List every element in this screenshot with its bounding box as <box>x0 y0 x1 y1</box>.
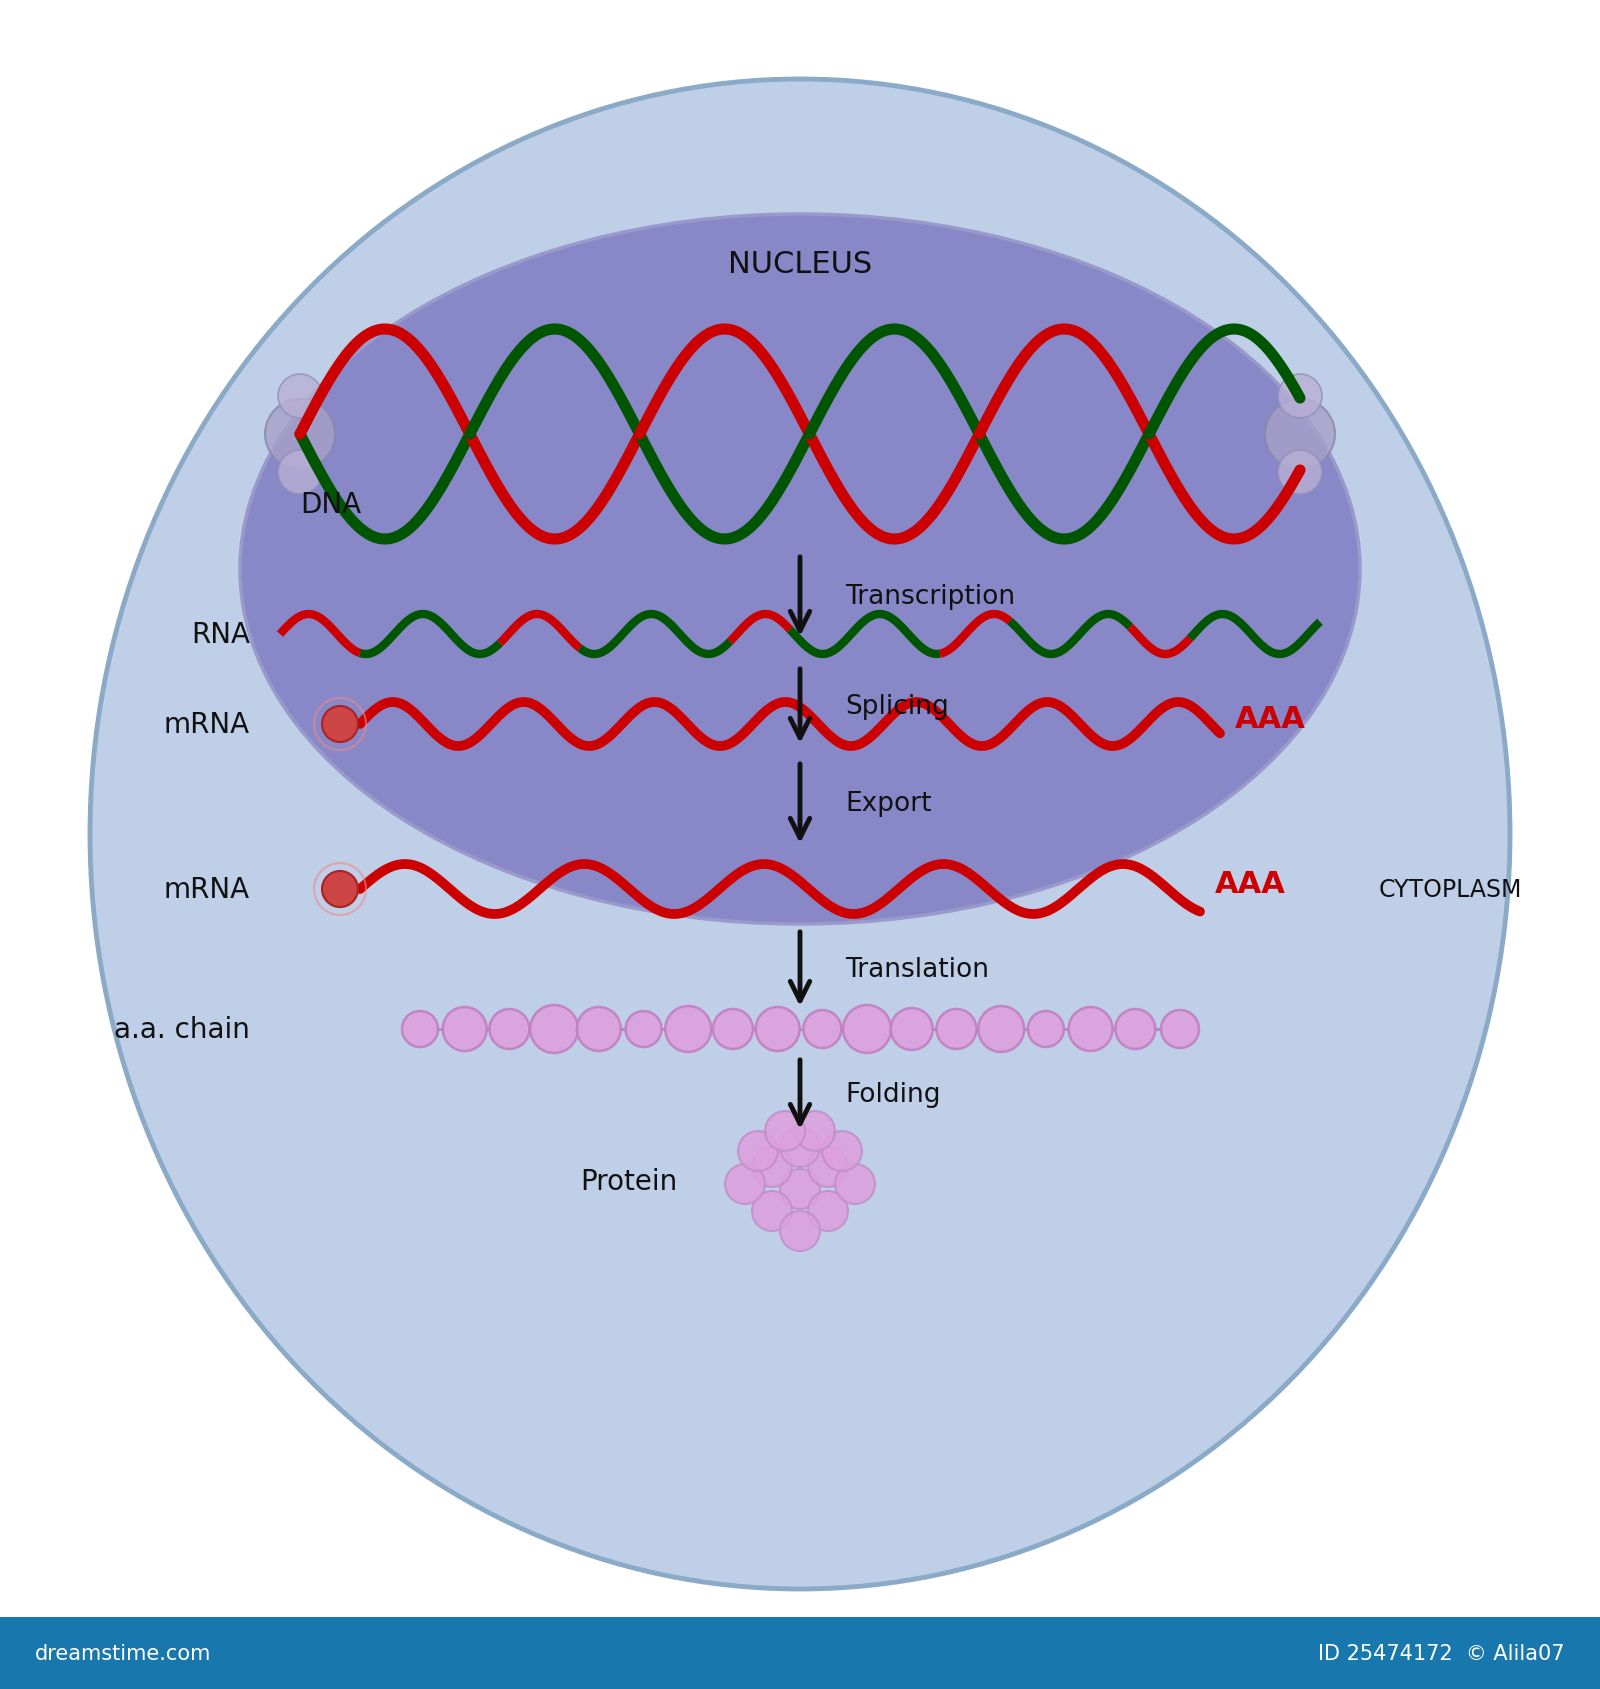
Text: dreamstime.com: dreamstime.com <box>35 1643 211 1664</box>
Circle shape <box>781 1169 819 1209</box>
Circle shape <box>322 706 358 743</box>
Text: Transcription: Transcription <box>845 584 1014 610</box>
Ellipse shape <box>240 215 1360 924</box>
Circle shape <box>752 1147 792 1187</box>
Text: a.a. chain: a.a. chain <box>114 1015 250 1044</box>
Circle shape <box>443 1007 486 1051</box>
Circle shape <box>803 1010 842 1049</box>
Text: Splicing: Splicing <box>845 694 949 720</box>
Circle shape <box>666 1007 712 1052</box>
Circle shape <box>1115 1010 1155 1049</box>
Circle shape <box>755 1007 800 1051</box>
Text: CYTOPLASM: CYTOPLASM <box>1378 878 1522 902</box>
Circle shape <box>752 1191 792 1231</box>
Circle shape <box>266 400 334 470</box>
Circle shape <box>1027 1012 1064 1047</box>
Circle shape <box>1278 375 1322 419</box>
Circle shape <box>725 1164 765 1204</box>
Circle shape <box>1069 1007 1112 1051</box>
Circle shape <box>278 375 322 419</box>
Circle shape <box>835 1164 875 1204</box>
Circle shape <box>781 1127 819 1167</box>
Circle shape <box>795 1111 835 1152</box>
Circle shape <box>490 1010 530 1049</box>
Circle shape <box>936 1010 976 1049</box>
Text: Protein: Protein <box>579 1167 677 1196</box>
Circle shape <box>822 1132 862 1170</box>
Text: Folding: Folding <box>845 1083 941 1108</box>
Text: Export: Export <box>845 790 931 817</box>
Circle shape <box>738 1132 778 1170</box>
Text: RNA: RNA <box>190 620 250 649</box>
Circle shape <box>1278 451 1322 495</box>
Circle shape <box>402 1012 438 1047</box>
Circle shape <box>808 1191 848 1231</box>
Text: mRNA: mRNA <box>163 711 250 738</box>
Text: AAA: AAA <box>1214 870 1286 899</box>
Circle shape <box>808 1147 848 1187</box>
Circle shape <box>1266 400 1334 470</box>
Circle shape <box>843 1005 891 1054</box>
Circle shape <box>891 1008 933 1051</box>
Circle shape <box>530 1005 578 1054</box>
Circle shape <box>781 1211 819 1252</box>
Ellipse shape <box>90 79 1510 1589</box>
Text: mRNA: mRNA <box>163 875 250 904</box>
Bar <box>0 1616 1600 1689</box>
Text: AAA: AAA <box>1235 704 1306 735</box>
Text: NUCLEUS: NUCLEUS <box>728 250 872 279</box>
Circle shape <box>1162 1010 1198 1049</box>
Text: Translation: Translation <box>845 956 989 983</box>
Text: ID 25474172  © Alila07: ID 25474172 © Alila07 <box>1318 1643 1565 1664</box>
Circle shape <box>765 1111 805 1152</box>
Circle shape <box>322 872 358 907</box>
Circle shape <box>578 1007 621 1051</box>
Circle shape <box>714 1010 754 1049</box>
Circle shape <box>978 1007 1024 1052</box>
Circle shape <box>626 1012 661 1047</box>
Text: DNA: DNA <box>301 491 362 519</box>
Circle shape <box>278 451 322 495</box>
